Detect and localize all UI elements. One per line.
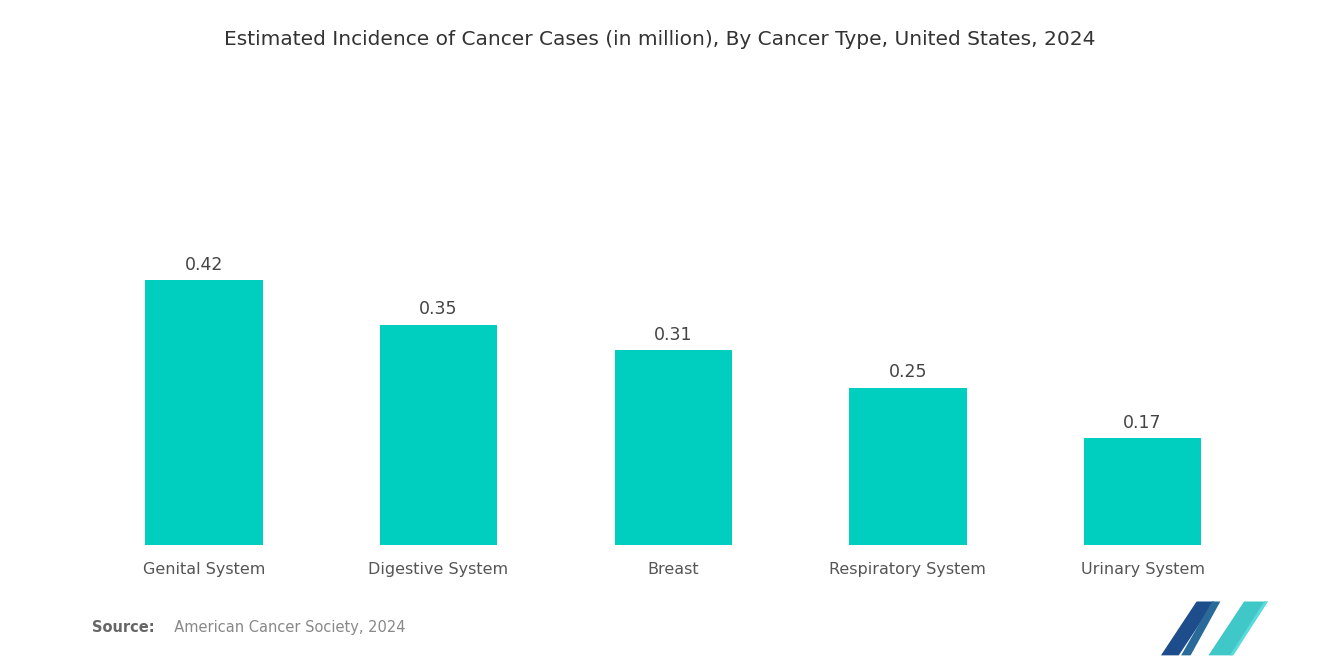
Bar: [1084, 438, 1201, 545]
Bar: [145, 281, 263, 545]
Bar: [849, 388, 966, 545]
Text: American Cancer Society, 2024: American Cancer Society, 2024: [165, 620, 405, 635]
Text: Estimated Incidence of Cancer Cases (in million), By Cancer Type, United States,: Estimated Incidence of Cancer Cases (in …: [224, 30, 1096, 49]
Polygon shape: [1230, 601, 1267, 656]
Text: 0.25: 0.25: [888, 363, 927, 381]
Text: 0.42: 0.42: [185, 256, 223, 274]
Text: 0.35: 0.35: [420, 301, 458, 319]
Polygon shape: [1162, 601, 1214, 656]
Text: Source:: Source:: [92, 620, 154, 635]
Text: 0.17: 0.17: [1123, 414, 1162, 432]
Bar: [615, 350, 731, 545]
Polygon shape: [1209, 601, 1267, 656]
Bar: [380, 325, 498, 545]
Text: 0.31: 0.31: [653, 325, 693, 344]
Polygon shape: [1181, 601, 1220, 656]
